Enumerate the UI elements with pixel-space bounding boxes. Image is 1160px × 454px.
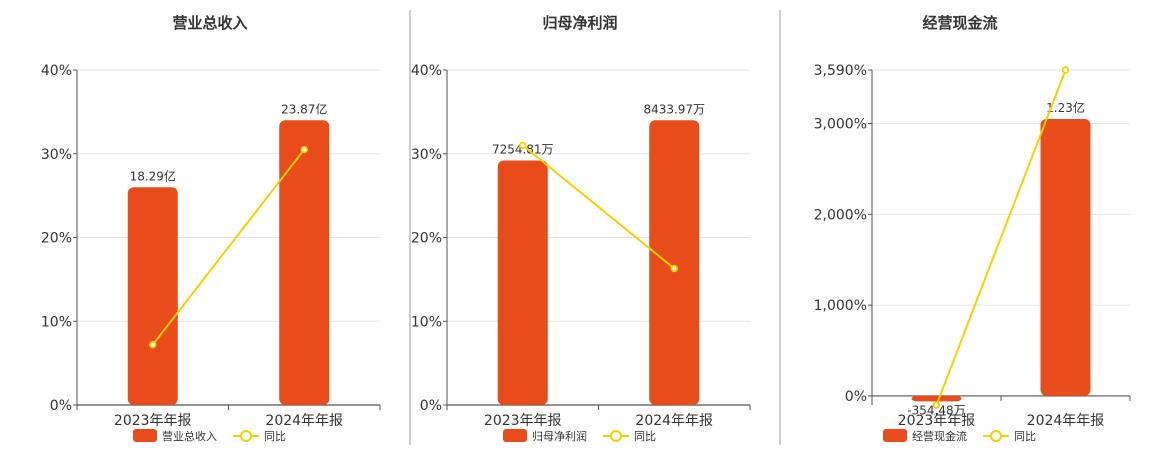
legend-marker-yoy: [240, 430, 252, 442]
y-tick-label: 40%: [411, 63, 442, 79]
y-tick-label: 1,000%: [814, 298, 867, 314]
y-tick-label: 0%: [420, 398, 442, 414]
legend-label-bar: 归母净利润: [532, 429, 587, 443]
x-tick-label: 2024年年报: [1027, 413, 1105, 429]
data-label: 18.29亿: [130, 168, 176, 183]
data-label: -354.48万: [907, 403, 965, 417]
yoy-point: [932, 401, 941, 409]
legend-label-bar: 营业总收入: [162, 429, 217, 443]
legend-swatch-bar: [883, 429, 907, 442]
yoy-point: [670, 264, 678, 273]
bar: [911, 395, 962, 402]
yoy-point: [1061, 66, 1070, 74]
legend-label-yoy: 同比: [1014, 430, 1036, 443]
legend-label-bar: 经营现金流: [912, 429, 967, 443]
y-tick-label: 10%: [411, 314, 442, 330]
yoy-point: [300, 145, 308, 154]
legend-swatch-bar: [503, 429, 527, 442]
data-label: 1.23亿: [1046, 100, 1085, 115]
y-tick-label: 30%: [411, 147, 442, 163]
y-tick-label: 10%: [41, 314, 72, 330]
y-tick-label: 20%: [41, 231, 72, 247]
y-tick-label: 3,000%: [814, 117, 867, 133]
x-tick-label: 2024年年报: [265, 413, 343, 429]
x-tick-label: 2023年年报: [484, 413, 562, 429]
legend-label-yoy: 同比: [264, 430, 286, 443]
legend-label-yoy: 同比: [634, 430, 656, 443]
yoy-point: [519, 141, 527, 150]
data-label: 8433.97万: [643, 102, 705, 116]
bar: [127, 187, 178, 405]
y-tick-label: 30%: [41, 147, 72, 163]
yoy-line: [935, 69, 1067, 406]
bar: [497, 160, 548, 405]
chart-title: 经营现金流: [922, 14, 997, 32]
x-tick-label: 2024年年报: [635, 413, 713, 429]
y-tick-label: 40%: [41, 63, 72, 79]
y-tick-label: 2,000%: [814, 207, 867, 223]
x-tick-label: 2023年年报: [898, 413, 976, 429]
yoy-line: [151, 148, 306, 346]
bar: [649, 120, 700, 405]
yoy-point: [149, 341, 157, 349]
chart-title: 营业总收入: [172, 14, 247, 32]
y-tick-label: 0%: [50, 398, 72, 414]
data-label: 23.87亿: [281, 101, 327, 116]
y-tick-label: 3,590%: [814, 63, 867, 79]
bar: [1040, 119, 1091, 396]
x-tick-label: 2023年年报: [114, 413, 192, 429]
chart-title: 归母净利润: [542, 14, 617, 32]
y-tick-label: 0%: [845, 389, 867, 405]
yoy-line: [522, 144, 675, 270]
bar: [279, 120, 330, 405]
legend-marker-yoy: [610, 430, 622, 442]
y-tick-label: 20%: [411, 231, 442, 247]
legend-marker-yoy: [990, 430, 1002, 442]
data-label: 7254.81万: [492, 142, 554, 156]
legend-swatch-bar: [133, 429, 157, 442]
